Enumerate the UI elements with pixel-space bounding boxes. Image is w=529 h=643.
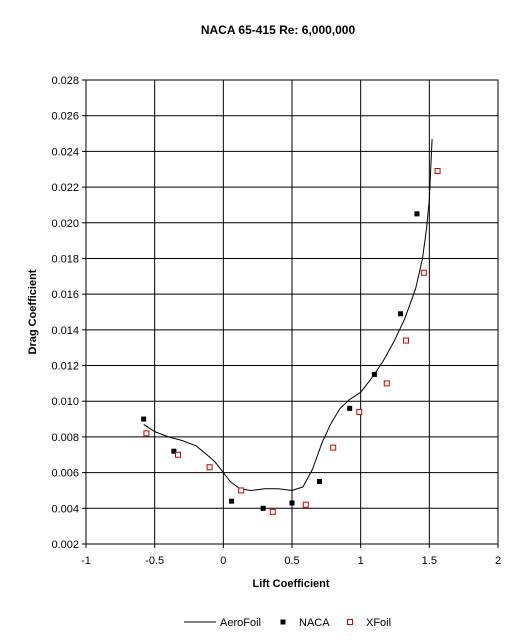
xfoil-point xyxy=(302,501,309,508)
naca-point xyxy=(414,211,420,217)
legend-xfoil-label: XFoil xyxy=(366,617,391,629)
legend-xfoil-swatch xyxy=(347,619,353,625)
xfoil-point xyxy=(402,337,409,344)
naca-point xyxy=(289,500,295,506)
xfoil-point xyxy=(143,430,150,437)
xfoil-point xyxy=(420,269,427,276)
y-tick-label: 0.004 xyxy=(51,503,79,515)
legend-naca-label: NACA xyxy=(299,617,330,629)
xfoil-point xyxy=(356,408,363,415)
y-tick-label: 0.020 xyxy=(51,218,79,230)
naca-point xyxy=(171,448,177,454)
y-tick-label: 0.006 xyxy=(51,468,79,480)
naca-point xyxy=(371,371,377,377)
y-tick-label: 0.022 xyxy=(51,182,79,194)
y-tick-label: 0.012 xyxy=(51,361,79,373)
y-axis-title: Drag Coefficient xyxy=(27,269,39,354)
y-axis-ticks: 0.002 0.004 0.006 0.008 0.010 0.012 0.014 0.016… xyxy=(51,75,86,551)
aerofoil-line xyxy=(143,138,433,491)
xfoil-point xyxy=(269,508,276,515)
xfoil-point xyxy=(175,451,182,458)
x-axis-ticks: -1 -0.5 0 0.5 1 1.5 2 xyxy=(81,544,501,567)
legend-aerofoil-label: AeroFoil xyxy=(220,617,261,629)
naca-point xyxy=(260,505,266,511)
naca-point xyxy=(316,479,322,485)
gridlines xyxy=(85,79,499,545)
naca-point xyxy=(229,498,235,504)
y-tick-label: 0.026 xyxy=(51,111,79,123)
x-tick-label: -0.5 xyxy=(145,555,164,567)
legend-naca-swatch xyxy=(280,619,286,625)
xfoil-point xyxy=(238,487,245,494)
y-tick-label: 0.008 xyxy=(51,432,79,444)
xfoil-point xyxy=(330,444,337,451)
naca-point xyxy=(347,405,353,411)
y-tick-label: 0.018 xyxy=(51,253,79,265)
y-tick-label: 0.002 xyxy=(51,539,79,551)
y-tick-label: 0.010 xyxy=(51,396,79,408)
x-tick-label: -1 xyxy=(81,555,91,567)
x-tick-label: 0 xyxy=(220,555,226,567)
x-tick-label: 1 xyxy=(358,555,364,567)
xfoil-point xyxy=(206,464,213,471)
x-tick-label: 1.5 xyxy=(422,555,437,567)
x-tick-label: 0.5 xyxy=(284,555,299,567)
legend: AeroFoil NACA XFoil xyxy=(184,617,391,629)
y-tick-label: 0.024 xyxy=(51,146,79,158)
naca-point xyxy=(397,311,403,317)
xfoil-point xyxy=(434,168,441,175)
series-layer xyxy=(141,138,441,515)
naca-point xyxy=(141,416,147,422)
chart-title: NACA 65-415 Re: 6,000,000 xyxy=(201,23,356,37)
y-tick-label: 0.014 xyxy=(51,325,79,337)
y-tick-label: 0.028 xyxy=(51,75,79,87)
x-tick-label: 2 xyxy=(495,555,501,567)
y-tick-label: 0.016 xyxy=(51,289,79,301)
xfoil-point xyxy=(383,380,390,387)
x-axis-title: Lift Coefficient xyxy=(253,578,330,590)
